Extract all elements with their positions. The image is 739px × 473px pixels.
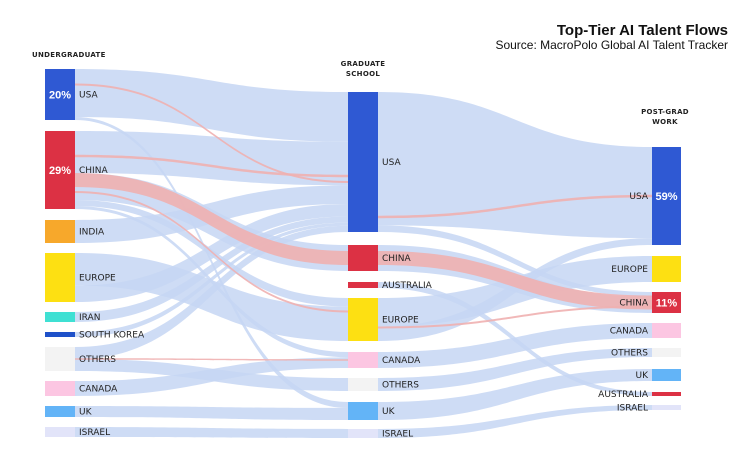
node-ug-others xyxy=(45,347,75,371)
node-label-pg-australia: AUSTRALIA xyxy=(598,390,649,400)
node-label-gs-israel: ISRAEL xyxy=(382,430,413,440)
flow-link-ug-israel-to-gs-israel xyxy=(75,427,348,438)
node-ug-europe xyxy=(45,253,75,302)
node-gs-others xyxy=(348,378,378,391)
node-pct-pg-usa: 59% xyxy=(655,191,677,203)
node-ug-india xyxy=(45,220,75,243)
node-label-gs-canada: CANADA xyxy=(382,356,421,366)
node-label-gs-europe: EUROPE xyxy=(382,316,419,326)
node-gs-canada xyxy=(348,352,378,368)
node-label-ug-uk: UK xyxy=(79,408,93,418)
stage-header-graduate-line-0: GRADUATE xyxy=(341,60,386,68)
node-label-pg-china: CHINA xyxy=(619,299,648,309)
node-gs-uk xyxy=(348,402,378,420)
node-label-gs-usa: USA xyxy=(382,158,401,168)
node-gs-europe xyxy=(348,298,378,341)
chart-subtitle: Source: MacroPolo Global AI Talent Track… xyxy=(495,38,728,52)
stage-header-graduate-line-1: SCHOOL xyxy=(346,70,380,78)
node-label-pg-uk: UK xyxy=(636,371,650,381)
node-label-ug-korea: SOUTH KOREA xyxy=(79,331,145,341)
node-label-ug-iran: IRAN xyxy=(79,313,100,323)
node-label-ug-israel: ISRAEL xyxy=(79,428,110,438)
node-pct-pg-china: 11% xyxy=(656,298,678,310)
node-gs-australia xyxy=(348,282,378,288)
node-label-gs-uk: UK xyxy=(382,407,396,417)
node-label-pg-canada: CANADA xyxy=(610,327,649,337)
flow-link-ug-uk-to-gs-uk xyxy=(75,406,348,420)
node-ug-israel xyxy=(45,427,75,437)
node-pg-australia xyxy=(652,392,681,396)
node-pg-europe xyxy=(652,256,681,282)
node-label-pg-others: OTHERS xyxy=(611,349,648,359)
node-pct-ug-china: 29% xyxy=(49,165,71,177)
node-label-pg-europe: EUROPE xyxy=(611,265,648,275)
node-label-ug-canada: CANADA xyxy=(79,385,118,395)
node-label-pg-usa: USA xyxy=(629,192,648,202)
node-label-gs-others: OTHERS xyxy=(382,381,419,391)
node-label-ug-china: CHINA xyxy=(79,166,108,176)
node-ug-korea xyxy=(45,332,75,337)
node-label-ug-europe: EUROPE xyxy=(79,274,116,284)
node-gs-china xyxy=(348,245,378,271)
node-ug-uk xyxy=(45,406,75,417)
node-label-ug-usa: USA xyxy=(79,91,98,101)
node-pg-canada xyxy=(652,323,681,338)
node-pg-israel xyxy=(652,405,681,410)
node-pg-others xyxy=(652,348,681,357)
node-label-ug-india: INDIA xyxy=(79,228,105,238)
node-label-gs-australia: AUSTRALIA xyxy=(382,281,433,291)
node-pg-uk xyxy=(652,369,681,381)
stage-header-postgrad-line-0: POST-GRAD xyxy=(641,108,689,116)
node-label-pg-israel: ISRAEL xyxy=(617,404,648,414)
node-ug-canada xyxy=(45,381,75,396)
node-pct-ug-usa: 20% xyxy=(49,90,71,102)
node-label-ug-others: OTHERS xyxy=(79,355,116,365)
chart-title: Top-Tier AI Talent Flows xyxy=(557,22,728,39)
stage-header-postgrad-line-1: WORK xyxy=(652,118,678,126)
node-label-gs-china: CHINA xyxy=(382,254,411,264)
flow-link-ug-usa-to-gs-usa xyxy=(75,69,348,142)
node-ug-iran xyxy=(45,312,75,322)
stage-header-undergraduate-line-0: UNDERGRADUATE xyxy=(32,51,106,59)
node-gs-usa xyxy=(348,92,378,232)
node-gs-israel xyxy=(348,429,378,438)
